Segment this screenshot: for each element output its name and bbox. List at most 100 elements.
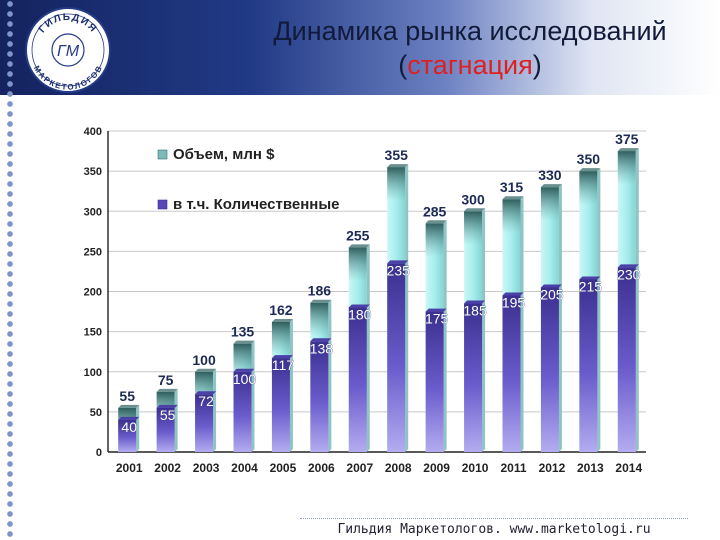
x-axis: 2001 2002 2003 2004 2005 2006 2007 2008 2009 2010… (116, 461, 643, 475)
page-title: Динамика рынка исследований (стагнация) (210, 14, 720, 82)
bar-quantitative-top-face (233, 368, 255, 372)
bar-total-top-face (233, 340, 255, 344)
bar-quantitative (617, 267, 636, 452)
bar-quantitative-top-face (348, 304, 370, 308)
x-tick-label: 2007 (346, 461, 373, 475)
data-label-total: 355 (385, 147, 409, 163)
y-tick-label: 100 (84, 367, 102, 379)
data-label-total: 285 (423, 203, 447, 219)
bars (118, 148, 639, 453)
data-label-quantitative: 180 (348, 307, 372, 323)
x-tick-label: 2014 (615, 461, 642, 475)
bar-quantitative (118, 419, 137, 452)
data-label-quantitative: 40 (121, 419, 137, 435)
y-tick-label: 0 (96, 447, 102, 459)
title-paren-close: ) (532, 50, 542, 80)
bar-quantitative-top-face (617, 264, 639, 268)
data-label-total: 55 (119, 388, 135, 404)
x-tick-label: 2012 (539, 461, 566, 475)
bar-total-top-face (387, 164, 409, 168)
bar-total-top-face (348, 244, 370, 248)
logo-monogram: ГМ (57, 43, 80, 60)
bar-total-side-face (213, 368, 217, 452)
footer-text: Гильдия Маркетологов. www.marketologi.ru (337, 522, 651, 537)
data-label-total: 186 (308, 283, 332, 299)
data-label-quantitative: 55 (160, 407, 176, 423)
bar-total-side-face (366, 244, 370, 452)
bar-total-top-face (118, 404, 140, 408)
bar-total-side-face (136, 404, 140, 452)
bar-total-top-shade (464, 211, 483, 246)
data-label-total: 75 (158, 372, 174, 388)
bar-total-top-shade (579, 171, 598, 206)
y-axis: 0 50 100 150 200 250 300 350 400 (84, 126, 109, 459)
legend-label-total: Объем, млн $ (173, 146, 275, 163)
title-line-2: (стагнация) (210, 48, 720, 82)
title-line-1: Динамика рынка исследований (273, 16, 667, 46)
bar-total-side-face (635, 148, 639, 452)
x-tick-label: 2002 (154, 461, 181, 475)
data-label-total: 315 (500, 179, 524, 195)
data-label-quantitative: 205 (540, 286, 564, 302)
data-label-quantitative: 215 (579, 278, 603, 294)
data-label-quantitative: 185 (463, 303, 487, 319)
bar-total-top-shade (540, 187, 559, 222)
bar-quantitative (233, 371, 252, 452)
data-label-total: 135 (231, 324, 255, 340)
x-tick-label: 2013 (577, 461, 604, 475)
gridlines (108, 130, 646, 453)
bar-total-top-shade (348, 247, 367, 282)
bar-quantitative-top-face (579, 276, 601, 280)
bar-total-top-shade (387, 167, 406, 202)
bar-total-top-face (502, 196, 524, 200)
bar-total-top-face (617, 148, 639, 152)
bar-quantitative (271, 358, 290, 452)
bar-quantitative-top-face (425, 308, 447, 312)
data-label-total: 330 (538, 167, 562, 183)
title-highlight: стагнация (407, 50, 533, 80)
bar-quantitative (310, 341, 329, 452)
bar-total-top-shade (502, 199, 521, 234)
bar-total-side-face (251, 340, 255, 452)
legend-label-quantitative: в т.ч. Количественные (173, 196, 340, 213)
bar-total-side-face (482, 208, 486, 452)
decorative-dots-column (6, 0, 14, 540)
legend-swatch-quantitative (157, 199, 168, 210)
bar-total-top-shade (617, 151, 636, 186)
data-label-quantitative: 195 (502, 295, 526, 311)
bar-total-top-face (464, 208, 486, 212)
bar-quantitative-top-face (310, 338, 332, 342)
footer-divider (300, 518, 688, 519)
bar-quantitative (425, 311, 444, 452)
bar-total-top-shade (271, 321, 290, 356)
legend-swatch-total (157, 149, 168, 160)
data-label-quantitative: 138 (310, 340, 334, 356)
data-labels: 55 40 75 55 100 72 135 100 162 117 186 138 255 180 355… (119, 131, 641, 435)
bar-quantitative (195, 394, 214, 452)
title-paren-open: ( (398, 50, 408, 80)
legend: Объем, млн $ в т.ч. Количественные (157, 146, 340, 213)
y-tick-label: 50 (90, 407, 102, 419)
bar-quantitative (502, 295, 521, 452)
bar-total-side-face (597, 168, 601, 452)
bar-total-top-face (579, 168, 601, 172)
bar-quantitative-top-face (118, 416, 140, 420)
data-label-total: 100 (192, 352, 216, 368)
y-tick-label: 250 (84, 246, 102, 258)
y-tick-label: 300 (84, 206, 102, 218)
data-label-total: 375 (615, 131, 639, 147)
bar-total-top-shade (425, 223, 444, 258)
data-label-total: 300 (461, 191, 485, 207)
bar-quantitative (579, 279, 598, 452)
bar-quantitative (156, 407, 175, 452)
x-tick-label: 2010 (462, 461, 489, 475)
y-tick-label: 150 (84, 327, 102, 339)
bar-quantitative-top-face (195, 391, 217, 395)
bar-quantitative (387, 263, 406, 452)
data-label-total: 350 (577, 151, 601, 167)
bar-total-side-face (328, 299, 332, 452)
bar-total-side-face (558, 184, 562, 453)
bar-quantitative-top-face (502, 292, 524, 296)
data-label-total: 255 (346, 227, 370, 243)
